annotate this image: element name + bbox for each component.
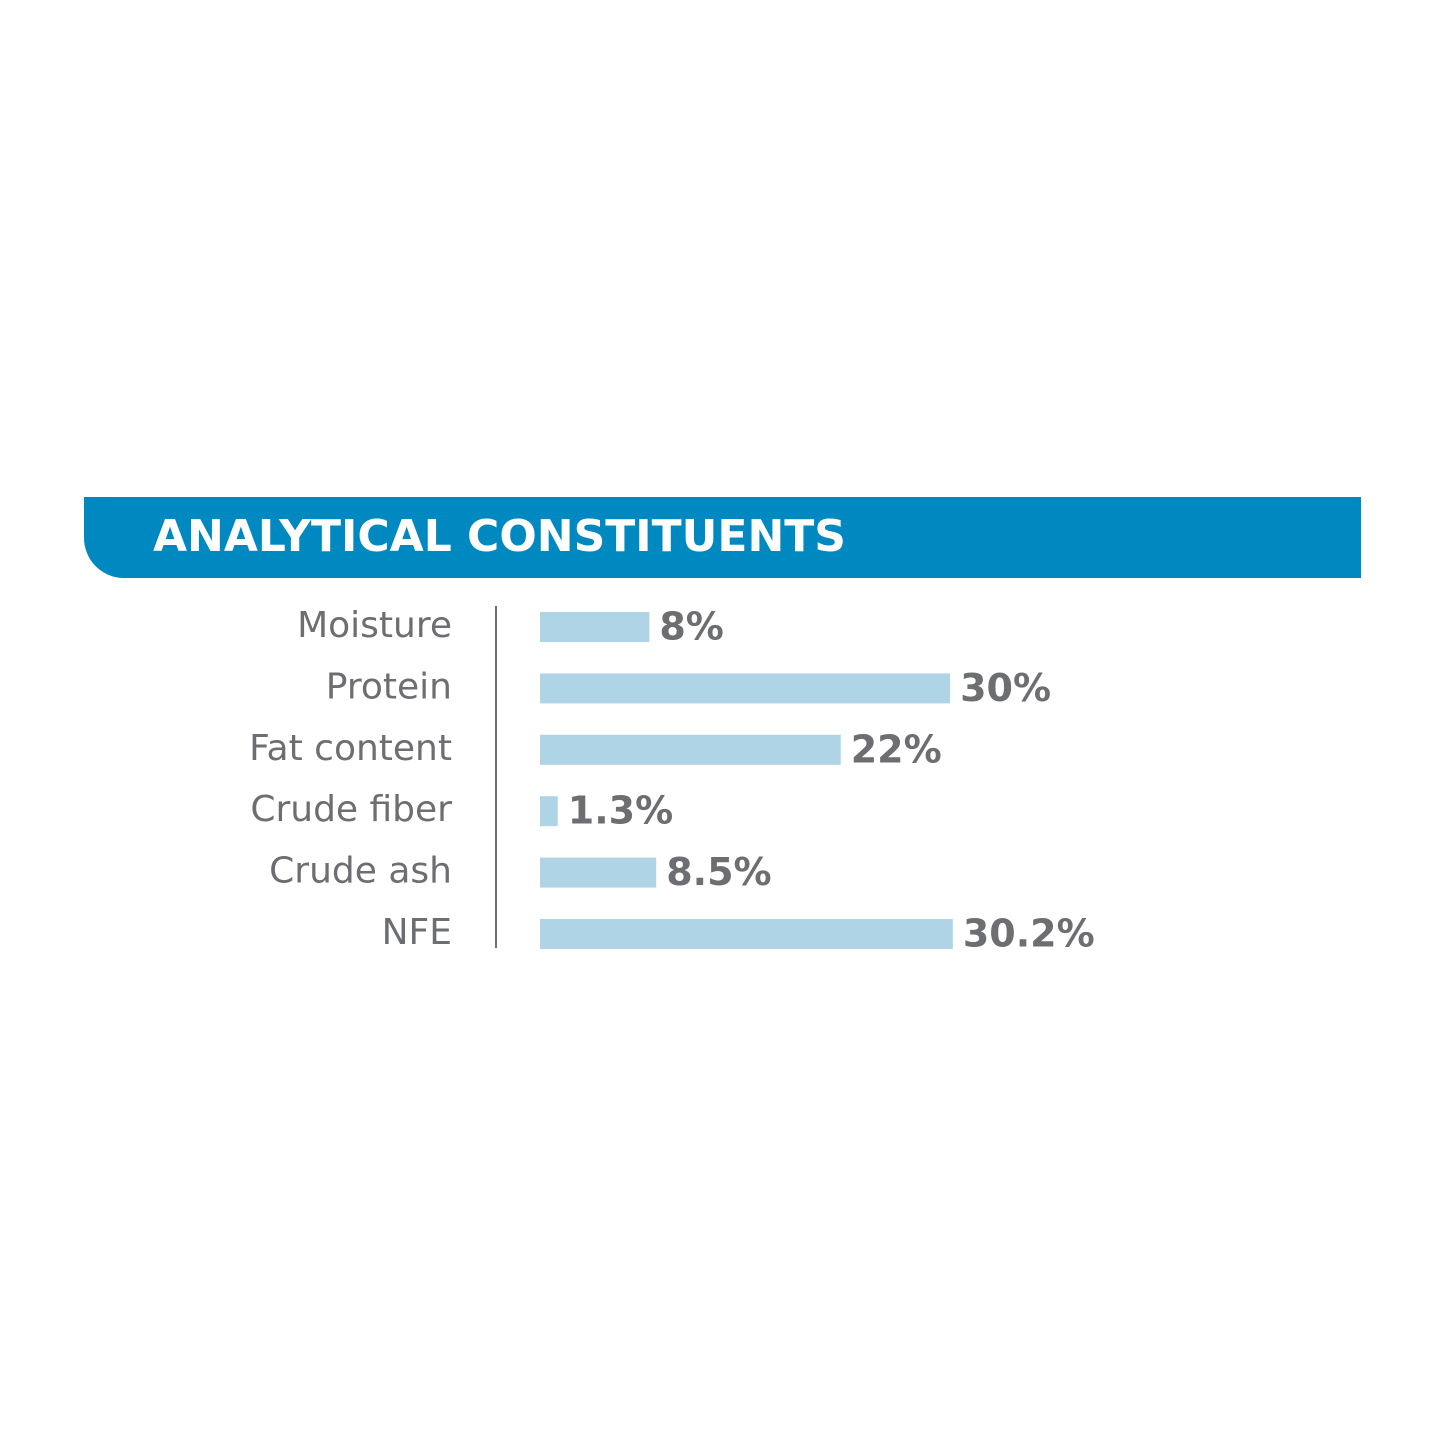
- value-label: 22%: [851, 727, 942, 771]
- bar: [540, 673, 951, 704]
- value-label: 1.3%: [568, 789, 673, 833]
- category-label: NFE: [382, 912, 452, 953]
- category-label: Crude fiber: [250, 789, 452, 830]
- bar: [540, 857, 657, 888]
- category-label: Moisture: [297, 605, 452, 646]
- chart-title: ANALYTICAL CONSTITUENTS: [153, 511, 846, 562]
- bar: [540, 612, 650, 642]
- category-label: Fat content: [249, 728, 452, 769]
- bar: [540, 796, 558, 827]
- value-label: 30.2%: [963, 912, 1095, 956]
- value-label: 8%: [659, 605, 724, 649]
- header-band: [84, 497, 1361, 578]
- category-label: Protein: [326, 666, 452, 707]
- value-label: 8.5%: [666, 850, 771, 894]
- bar: [540, 734, 841, 765]
- bar: [540, 919, 953, 949]
- value-label: 30%: [960, 666, 1051, 710]
- category-label: Crude ash: [269, 851, 452, 892]
